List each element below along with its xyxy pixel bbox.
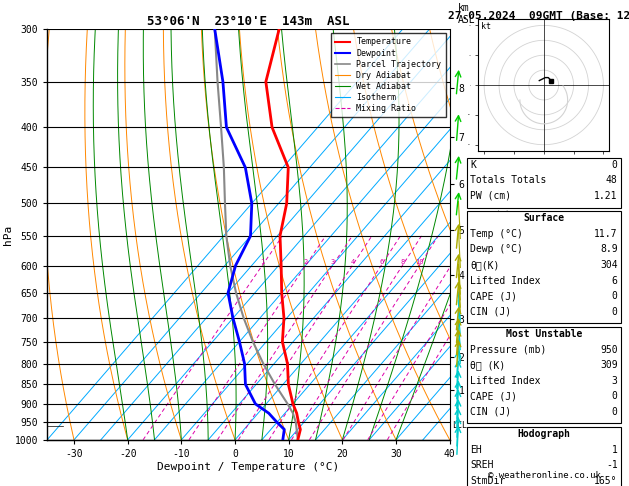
Text: 309: 309 <box>600 360 618 370</box>
Text: 4: 4 <box>350 260 355 265</box>
Text: Most Unstable: Most Unstable <box>506 329 582 339</box>
Text: Hodograph: Hodograph <box>518 429 571 439</box>
Text: 2: 2 <box>304 260 308 265</box>
Text: 0: 0 <box>612 391 618 401</box>
Text: 8.9: 8.9 <box>600 244 618 255</box>
Text: 6: 6 <box>612 276 618 286</box>
Text: SREH: SREH <box>470 460 494 470</box>
Text: Totals Totals: Totals Totals <box>470 175 547 186</box>
Text: Surface: Surface <box>523 213 565 224</box>
X-axis label: Dewpoint / Temperature (°C): Dewpoint / Temperature (°C) <box>157 462 340 471</box>
Text: Lifted Index: Lifted Index <box>470 276 541 286</box>
Text: PW (cm): PW (cm) <box>470 191 511 201</box>
Text: 10: 10 <box>415 260 423 265</box>
Y-axis label: km
ASL: km ASL <box>458 3 476 25</box>
Text: CAPE (J): CAPE (J) <box>470 391 518 401</box>
Text: 11.7: 11.7 <box>594 229 618 239</box>
Text: 27.05.2024  09GMT (Base: 12): 27.05.2024 09GMT (Base: 12) <box>448 11 629 21</box>
Text: Pressure (mb): Pressure (mb) <box>470 345 547 355</box>
Text: StmDir: StmDir <box>470 476 506 486</box>
Text: θᴄ (K): θᴄ (K) <box>470 360 506 370</box>
Text: kt: kt <box>481 22 491 32</box>
Text: 6: 6 <box>379 260 383 265</box>
Text: K: K <box>470 160 476 170</box>
Text: LCL: LCL <box>452 421 467 431</box>
Text: 0: 0 <box>612 291 618 301</box>
Y-axis label: hPa: hPa <box>3 225 13 244</box>
Text: © weatheronline.co.uk: © weatheronline.co.uk <box>487 471 601 480</box>
Text: EH: EH <box>470 445 482 455</box>
Text: CAPE (J): CAPE (J) <box>470 291 518 301</box>
Text: 8: 8 <box>400 260 404 265</box>
Text: 0: 0 <box>612 307 618 317</box>
Legend: Temperature, Dewpoint, Parcel Trajectory, Dry Adiabat, Wet Adiabat, Isotherm, Mi: Temperature, Dewpoint, Parcel Trajectory… <box>331 34 445 117</box>
Text: Temp (°C): Temp (°C) <box>470 229 523 239</box>
Text: 1: 1 <box>612 445 618 455</box>
Text: 48: 48 <box>606 175 618 186</box>
Text: Lifted Index: Lifted Index <box>470 376 541 386</box>
Text: 1: 1 <box>260 260 264 265</box>
Text: CIN (J): CIN (J) <box>470 407 511 417</box>
Text: 0: 0 <box>612 160 618 170</box>
Text: θᴄ(K): θᴄ(K) <box>470 260 500 270</box>
Text: Dewp (°C): Dewp (°C) <box>470 244 523 255</box>
Text: 3: 3 <box>330 260 335 265</box>
Text: 3: 3 <box>612 376 618 386</box>
Text: 165°: 165° <box>594 476 618 486</box>
Text: 0: 0 <box>612 407 618 417</box>
Title: 53°06'N  23°10'E  143m  ASL: 53°06'N 23°10'E 143m ASL <box>147 15 350 28</box>
Text: 304: 304 <box>600 260 618 270</box>
Text: -1: -1 <box>606 460 618 470</box>
Text: Mixing Ratio (g/kg): Mixing Ratio (g/kg) <box>499 179 509 290</box>
Text: CIN (J): CIN (J) <box>470 307 511 317</box>
Text: 950: 950 <box>600 345 618 355</box>
Text: 1.21: 1.21 <box>594 191 618 201</box>
